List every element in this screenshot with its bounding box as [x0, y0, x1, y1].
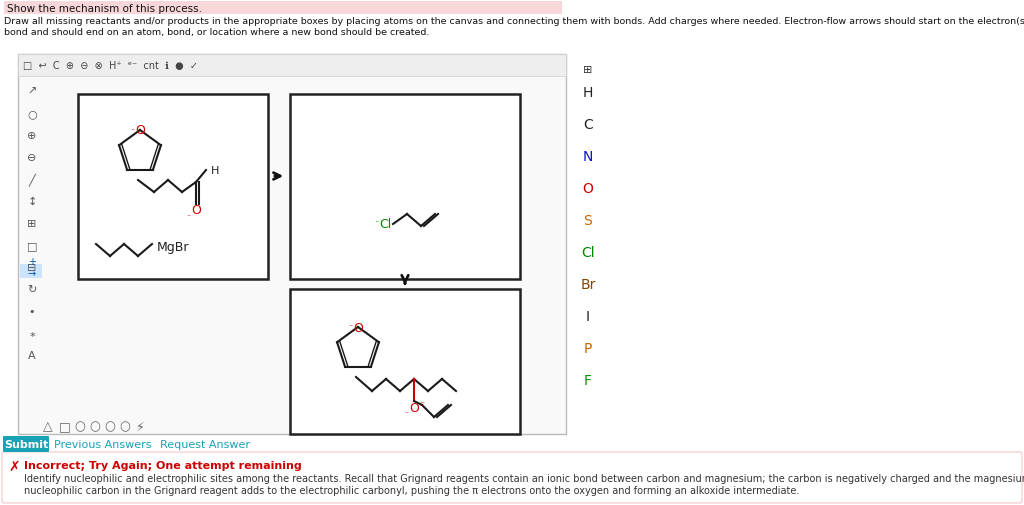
Text: I: I [586, 310, 590, 323]
Text: ..: .. [404, 406, 410, 415]
Text: H: H [211, 166, 219, 176]
Text: •: • [29, 307, 35, 316]
Text: O: O [409, 401, 419, 415]
Text: Cl: Cl [379, 218, 391, 231]
Text: S: S [584, 214, 592, 228]
Text: □: □ [27, 240, 37, 250]
Text: ○: ○ [104, 420, 116, 433]
FancyBboxPatch shape [18, 55, 566, 434]
Text: nucleophilic carbon in the Grignard reagent adds to the electrophilic carbonyl, : nucleophilic carbon in the Grignard reag… [24, 485, 800, 495]
Text: ..: .. [186, 208, 191, 217]
Text: bond and should end on an atom, bond, or location where a new bond should be cre: bond and should end on an atom, bond, or… [4, 28, 429, 37]
Text: ..: .. [130, 122, 135, 131]
Text: □: □ [59, 420, 71, 433]
Text: A: A [29, 350, 36, 360]
Text: △: △ [43, 420, 53, 433]
Text: Previous Answers: Previous Answers [54, 439, 152, 449]
Text: ○: ○ [75, 420, 85, 433]
Text: ╱: ╱ [29, 173, 36, 186]
FancyBboxPatch shape [290, 289, 520, 434]
Text: ⚡: ⚡ [135, 420, 144, 433]
Text: N: N [583, 149, 593, 164]
Text: P: P [584, 341, 592, 356]
Text: ⁻: ⁻ [420, 399, 425, 409]
Text: F: F [584, 373, 592, 387]
Text: ○: ○ [27, 109, 37, 119]
Text: ..: .. [348, 319, 353, 328]
Text: ✗: ✗ [8, 459, 19, 473]
Text: O: O [583, 182, 594, 195]
Text: O: O [353, 321, 362, 334]
Text: ⊟: ⊟ [28, 263, 37, 273]
Text: O: O [135, 124, 145, 137]
Text: Request Answer: Request Answer [160, 439, 250, 449]
FancyBboxPatch shape [20, 265, 42, 278]
Text: ↻: ↻ [28, 284, 37, 294]
Text: Incorrect; Try Again; One attempt remaining: Incorrect; Try Again; One attempt remain… [24, 460, 302, 470]
Text: Draw all missing reactants and/or products in the appropriate boxes by placing a: Draw all missing reactants and/or produc… [4, 17, 1024, 26]
Text: □  ↩  C  ⊕  ⊖  ⊗  H⁺  ᵉ⁻  cnt  ℹ  ●  ✓: □ ↩ C ⊕ ⊖ ⊗ H⁺ ᵉ⁻ cnt ℹ ● ✓ [23, 61, 198, 71]
Text: ..: .. [375, 215, 380, 224]
Text: Br: Br [581, 277, 596, 291]
Text: MgBr: MgBr [157, 241, 189, 254]
FancyBboxPatch shape [78, 95, 268, 279]
FancyBboxPatch shape [3, 436, 49, 452]
Text: ↕: ↕ [28, 196, 37, 207]
Text: ○: ○ [89, 420, 100, 433]
Text: ⊕: ⊕ [28, 131, 37, 141]
FancyBboxPatch shape [4, 2, 562, 15]
FancyBboxPatch shape [18, 55, 566, 77]
Text: H: H [583, 86, 593, 100]
Text: ○: ○ [120, 420, 130, 433]
Text: Cl: Cl [582, 245, 595, 260]
Text: ⁎: ⁎ [30, 328, 35, 338]
Text: ↗: ↗ [28, 87, 37, 97]
Text: Identify nucleophilic and electrophilic sites among the reactants. Recall that G: Identify nucleophilic and electrophilic … [24, 473, 1024, 483]
Text: +
→: + → [28, 257, 36, 278]
Text: C: C [583, 118, 593, 132]
Text: ⊞: ⊞ [584, 65, 593, 75]
Text: Show the mechanism of this process.: Show the mechanism of this process. [7, 4, 202, 14]
Text: ⊖: ⊖ [28, 153, 37, 163]
Text: Submit: Submit [4, 439, 48, 449]
FancyBboxPatch shape [2, 452, 1022, 503]
FancyBboxPatch shape [290, 95, 520, 279]
Text: ⊞: ⊞ [28, 219, 37, 229]
Text: O: O [191, 204, 201, 217]
